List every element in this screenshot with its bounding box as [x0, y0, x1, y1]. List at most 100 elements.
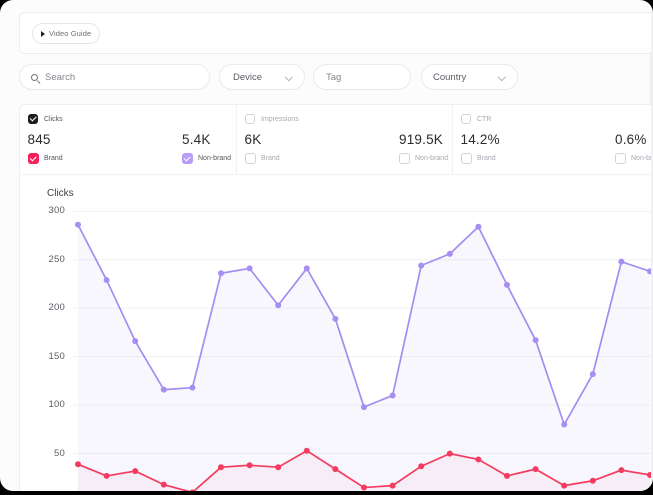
- data-point[interactable]: [361, 404, 367, 411]
- y-axis-tick: 200: [48, 302, 65, 314]
- impressions-checkbox[interactable]: [245, 114, 255, 124]
- data-point[interactable]: [246, 462, 253, 469]
- nonbrand-checkbox[interactable]: [399, 153, 410, 164]
- data-point[interactable]: [618, 258, 625, 265]
- data-point[interactable]: [504, 472, 510, 479]
- data-point[interactable]: [132, 468, 139, 475]
- data-point[interactable]: [189, 384, 196, 391]
- nonbrand-checkbox[interactable]: [182, 153, 193, 164]
- tag-input[interactable]: Tag: [313, 64, 411, 90]
- tag-placeholder: Tag: [326, 71, 342, 83]
- chevron-down-icon: [284, 72, 293, 81]
- data-point[interactable]: [389, 392, 396, 399]
- search-placeholder: Search: [45, 71, 76, 83]
- data-point[interactable]: [446, 450, 453, 457]
- ctr-checkbox[interactable]: [461, 114, 471, 124]
- metric-title: Clicks: [44, 115, 63, 123]
- data-point[interactable]: [160, 481, 167, 488]
- brand-checkbox[interactable]: [245, 153, 256, 164]
- data-point[interactable]: [561, 482, 568, 489]
- brand-series: [75, 447, 651, 491]
- header-card: Video Guide: [19, 12, 651, 54]
- data-point[interactable]: [446, 250, 453, 257]
- video-guide-label: Video Guide: [49, 29, 92, 38]
- data-point[interactable]: [275, 464, 282, 471]
- gridlines: [73, 210, 651, 455]
- data-point[interactable]: [532, 466, 539, 473]
- metric-title: CTR: [477, 115, 492, 123]
- data-point[interactable]: [103, 277, 110, 284]
- nonbrand-value: 919.5K: [399, 132, 443, 147]
- search-input[interactable]: Search: [19, 64, 210, 90]
- y-axis-tick: 300: [48, 205, 65, 217]
- clicks-checkbox[interactable]: [28, 114, 38, 124]
- metric-card-impressions: Impressions 6K 919.5K Brand Non-brand: [236, 105, 452, 174]
- metric-title-row: Clicks: [28, 114, 63, 124]
- y-axis-tick: 100: [48, 399, 65, 411]
- nonbrand-label: Non-brand: [415, 155, 449, 162]
- chart-title: Clicks: [47, 188, 74, 199]
- data-point[interactable]: [132, 338, 139, 345]
- nonbrand-value: 0.6%: [615, 132, 647, 147]
- country-select-label: Country: [433, 71, 467, 83]
- data-point[interactable]: [618, 467, 625, 474]
- y-axis-tick: 250: [48, 253, 65, 265]
- brand-checkbox[interactable]: [461, 153, 472, 164]
- scrollbar-gutter[interactable]: [650, 12, 653, 491]
- data-point[interactable]: [332, 315, 339, 322]
- data-point[interactable]: [561, 421, 568, 428]
- data-point[interactable]: [504, 281, 510, 288]
- data-point[interactable]: [303, 447, 310, 454]
- y-axis-tick: 50: [54, 447, 65, 459]
- nonbrand-legend-row: Non-brand: [399, 153, 448, 164]
- y-axis-tick: 150: [48, 350, 65, 362]
- clicks-chart: Clicks 300 250 200 150 100 50: [20, 175, 651, 491]
- data-point[interactable]: [218, 464, 224, 471]
- data-point[interactable]: [75, 461, 81, 468]
- data-point[interactable]: [589, 477, 596, 484]
- search-icon: [31, 73, 38, 81]
- data-point[interactable]: [160, 386, 167, 393]
- brand-checkbox[interactable]: [28, 153, 39, 164]
- data-point[interactable]: [418, 463, 425, 470]
- nonbrand-value: 5.4K: [182, 132, 211, 147]
- data-point[interactable]: [218, 270, 224, 277]
- data-point[interactable]: [418, 262, 425, 269]
- brand-value: 14.2%: [460, 132, 500, 147]
- nonbrand-legend-row: Non-brand: [182, 153, 231, 164]
- data-point[interactable]: [532, 337, 539, 344]
- nonbrand-checkbox[interactable]: [615, 153, 626, 164]
- data-point[interactable]: [332, 466, 339, 473]
- metric-title-row: Impressions: [245, 114, 299, 124]
- brand-legend-row: Brand: [28, 153, 63, 164]
- data-point[interactable]: [189, 489, 196, 491]
- data-point[interactable]: [75, 221, 81, 228]
- country-select[interactable]: Country: [421, 64, 518, 90]
- data-point[interactable]: [647, 268, 651, 275]
- metric-card-clicks: Clicks 845 5.4K Brand Non-brand: [20, 105, 236, 174]
- brand-label: Brand: [261, 155, 280, 162]
- play-icon: [41, 30, 45, 37]
- content-right-divider: [650, 12, 651, 491]
- data-point[interactable]: [389, 482, 396, 489]
- data-point[interactable]: [475, 456, 482, 463]
- chevron-down-icon: [497, 72, 506, 81]
- data-point[interactable]: [589, 371, 596, 378]
- data-point[interactable]: [303, 265, 310, 272]
- metrics-row: Clicks 845 5.4K Brand Non-brand Impressi…: [20, 105, 651, 175]
- brand-legend-row: Brand: [245, 153, 280, 164]
- nonbrand-label: Non-brand: [198, 155, 232, 162]
- data-point[interactable]: [361, 484, 367, 491]
- data-point[interactable]: [475, 223, 482, 230]
- data-point[interactable]: [647, 471, 651, 478]
- brand-legend-row: Brand: [461, 153, 496, 164]
- data-point[interactable]: [103, 472, 110, 479]
- device-select[interactable]: Device: [219, 64, 305, 90]
- video-guide-button[interactable]: Video Guide: [32, 23, 101, 44]
- data-point[interactable]: [275, 302, 282, 309]
- metric-card-ctr: CTR 14.2% 0.6% Brand Non-brand: [452, 105, 651, 174]
- metric-title-row: CTR: [461, 114, 491, 124]
- brand-value: 6K: [244, 132, 262, 147]
- data-point[interactable]: [246, 265, 253, 272]
- brand-value: 845: [27, 132, 51, 147]
